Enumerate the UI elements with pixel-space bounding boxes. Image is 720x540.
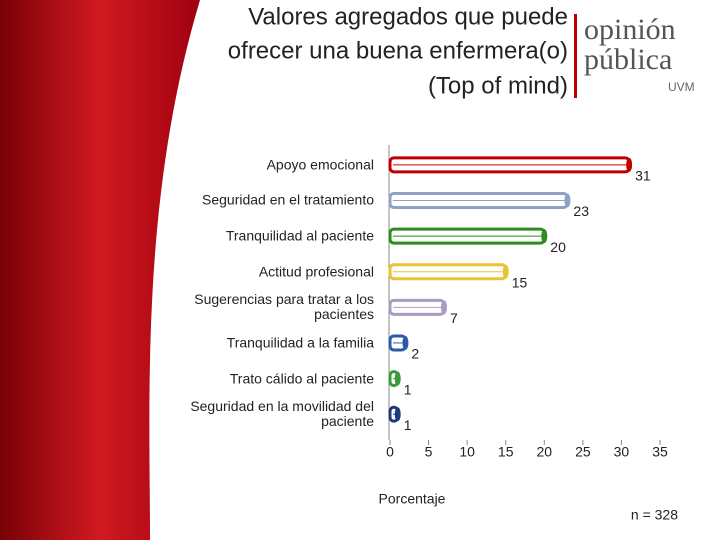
category-label: Seguridad en la movilidad del paciente [190, 398, 374, 430]
x-tick-label: 10 [459, 444, 475, 460]
category-label: Tranquilidad a la familia [226, 334, 374, 351]
x-tick-label: 30 [614, 444, 630, 460]
bar-cap [541, 229, 548, 244]
logo-text: pública [584, 43, 672, 76]
category-label: Tranquilidad al paciente [225, 227, 374, 244]
category-label: Trato cálido al paciente [229, 370, 374, 387]
x-tick-label: 5 [425, 444, 433, 460]
x-tick-label: 15 [498, 444, 514, 460]
value-label: 23 [573, 203, 589, 219]
title-line: ofrecer una buena enfermera(o) [228, 37, 568, 64]
value-label: 15 [512, 274, 528, 290]
value-label: 2 [411, 346, 419, 362]
value-label: 31 [635, 168, 651, 184]
note: n = 328 [631, 507, 678, 523]
value-label: 7 [450, 310, 458, 326]
title-line: Valores agregados que puede [248, 3, 568, 30]
x-tick-label: 20 [536, 444, 552, 460]
bar-cap [394, 407, 401, 422]
category-label: Seguridad en el tratamiento [202, 191, 374, 208]
bar-cap [394, 371, 401, 386]
x-axis-title: Porcentaje [379, 491, 446, 507]
bar-cap [564, 193, 571, 208]
value-label: 1 [404, 417, 412, 433]
category-label: Actitud profesional [258, 263, 374, 280]
bar-cap [502, 264, 509, 279]
title-line: (Top of mind) [428, 72, 568, 99]
x-tick-label: 0 [386, 444, 394, 460]
logo-text: opinión [584, 13, 676, 46]
value-label: 1 [404, 381, 412, 397]
bar-cap [441, 300, 447, 315]
logo-text: UVM [668, 80, 695, 94]
bar-cap [402, 335, 409, 350]
x-tick-label: 35 [652, 444, 668, 460]
logo-bar [574, 14, 577, 98]
category-label: Sugerencias para tratar a los pacientes [194, 291, 374, 323]
bar-cap [626, 157, 633, 172]
value-label: 20 [550, 239, 566, 255]
category-label: Apoyo emocional [266, 156, 374, 173]
x-tick-label: 25 [575, 444, 591, 460]
